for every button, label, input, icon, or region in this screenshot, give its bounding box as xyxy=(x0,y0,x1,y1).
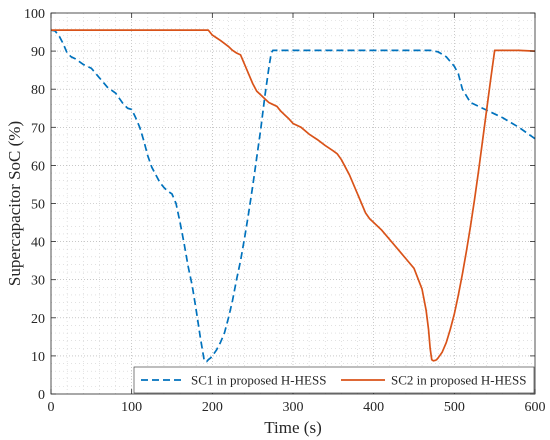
legend-label-sc2: SC2 in proposed H-HESS xyxy=(391,373,526,388)
series-line-sc1 xyxy=(50,29,536,363)
x-axis-title: Time (s) xyxy=(264,418,321,437)
x-tick-label: 200 xyxy=(202,400,223,415)
x-tick-label: 300 xyxy=(283,400,304,415)
x-tick-label: 500 xyxy=(444,400,465,415)
y-tick-label: 50 xyxy=(31,198,45,213)
legend-label-sc1: SC1 in proposed H-HESS xyxy=(191,373,326,388)
series-line-sc2 xyxy=(51,29,536,362)
y-axis-title: Supercapacitor SoC (%) xyxy=(5,121,24,286)
y-tick-label: 60 xyxy=(31,159,45,174)
y-tick-label: 20 xyxy=(31,312,45,327)
y-tick-label: 10 xyxy=(31,350,45,365)
y-tick-label: 90 xyxy=(31,45,45,60)
y-tick-label: 0 xyxy=(38,388,45,403)
series-group xyxy=(50,29,536,363)
y-tick-label: 100 xyxy=(24,7,45,22)
legend-box xyxy=(133,366,535,394)
y-tick-label: 40 xyxy=(31,236,45,251)
legend: SC1 in proposed H-HESS SC2 in proposed H… xyxy=(133,366,535,394)
x-tick-label: 0 xyxy=(48,400,55,415)
grid xyxy=(51,13,535,394)
x-tick-label: 400 xyxy=(363,400,384,415)
y-tick-label: 30 xyxy=(31,274,45,289)
y-tick-label: 80 xyxy=(31,83,45,98)
x-tick-label: 600 xyxy=(525,400,546,415)
ticks: 0 100 200 300 400 500 600 0 10 20 30 40 50 60 70 80 90 10… xyxy=(24,7,546,415)
y-tick-label: 70 xyxy=(31,121,45,136)
x-tick-label: 100 xyxy=(121,400,142,415)
